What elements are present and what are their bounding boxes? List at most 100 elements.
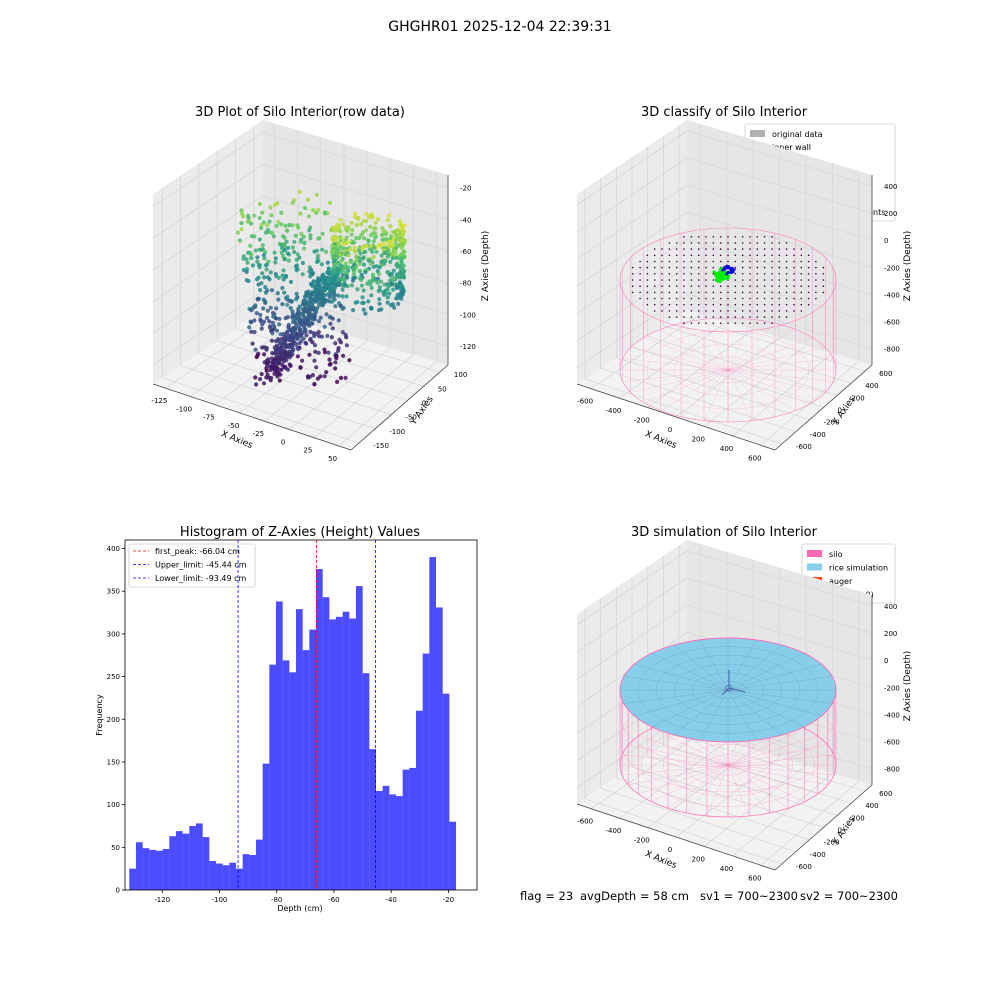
interp-point	[675, 242, 678, 244]
interp-point	[793, 285, 795, 288]
x-tick-label: -200	[634, 417, 650, 425]
interp-point	[771, 273, 773, 275]
scatter-point	[366, 239, 371, 244]
scatter-point	[326, 350, 331, 355]
interp-point	[719, 260, 722, 263]
interp-point	[785, 279, 788, 281]
interp-point	[690, 291, 693, 294]
interp-point	[807, 285, 810, 288]
histogram-bar	[316, 569, 323, 890]
interp-point	[668, 310, 671, 312]
rice-mesh-spoke	[673, 644, 729, 691]
interp-point	[719, 254, 722, 257]
scatter-point	[333, 366, 338, 371]
scatter-point	[307, 228, 312, 233]
histogram-bar	[222, 865, 230, 890]
scatter-point	[282, 235, 287, 240]
scatter-point	[269, 288, 275, 293]
interp-point	[822, 266, 825, 269]
interp-point	[771, 279, 773, 281]
silo-floor-spoke	[727, 369, 796, 411]
scatter-point	[386, 213, 391, 218]
interp-point	[807, 297, 810, 300]
histogram-bar	[175, 831, 183, 890]
interp-point	[646, 285, 649, 288]
x-grid-line	[338, 361, 437, 447]
rice-surface-point	[718, 280, 722, 284]
scatter-point	[393, 277, 398, 282]
scatter-point	[280, 273, 285, 278]
interp-point	[807, 254, 810, 257]
scatter-point	[245, 260, 250, 265]
silo-floor-spoke	[622, 764, 729, 776]
interp-point	[800, 254, 803, 257]
interp-point	[763, 310, 766, 312]
z-tick-label: -80	[460, 280, 471, 288]
scatter-point	[300, 272, 305, 277]
scatter-point	[388, 224, 393, 229]
interp-point	[653, 248, 656, 250]
noise-point	[723, 268, 726, 271]
scatter-point	[382, 250, 387, 256]
interp-point	[631, 291, 634, 294]
scatter-point	[350, 228, 355, 233]
x-tick-label: -50	[228, 422, 239, 430]
interp-point	[690, 303, 693, 306]
interp-point	[712, 266, 715, 269]
scatter-point	[333, 228, 338, 233]
interp-point	[727, 260, 729, 263]
silo-floor-spoke	[727, 369, 826, 393]
scatter-point	[324, 312, 329, 317]
scatter-point	[361, 288, 366, 293]
interp-point	[727, 236, 729, 238]
z-grid-line	[576, 157, 873, 233]
scatter-point	[329, 249, 335, 254]
interp-point	[741, 297, 744, 300]
scatter-point	[394, 285, 399, 290]
scatter-point	[362, 250, 367, 255]
y-grid-line	[616, 357, 810, 420]
scatter-point	[272, 371, 277, 376]
rice-mesh-spoke	[699, 639, 729, 691]
silo-floor-spoke	[727, 744, 828, 766]
x-tick-label: -600	[577, 818, 593, 826]
scatter-point	[281, 277, 286, 282]
silo-floor-spoke	[667, 764, 729, 809]
scatter-point	[306, 375, 311, 380]
interp-point	[661, 303, 663, 306]
interp-point	[653, 260, 656, 263]
scatter-point	[254, 354, 259, 360]
scatter-point	[274, 306, 279, 311]
interp-point	[719, 303, 722, 306]
scatter-point	[260, 345, 265, 350]
interp-point	[749, 291, 751, 294]
scatter-point	[359, 277, 364, 282]
silo-floor-spoke	[727, 329, 796, 371]
scatter-point	[330, 299, 335, 304]
y-tick-label: -600	[796, 863, 812, 871]
scatter-point	[379, 279, 384, 284]
silo-floor-spoke	[628, 744, 729, 766]
interp-point	[756, 285, 759, 288]
interp-point	[697, 254, 700, 257]
footer-avg-depth: avgDepth = 58 cm	[580, 889, 689, 903]
interp-point	[785, 285, 788, 288]
scatter-point	[252, 318, 257, 323]
scatter-point	[340, 268, 345, 274]
scatter-point	[341, 241, 346, 247]
interp-point	[749, 297, 751, 300]
interp-point	[734, 254, 737, 257]
interp-point	[763, 316, 766, 318]
z-tick-label: -120	[460, 343, 476, 351]
histogram-bar	[376, 790, 383, 890]
interp-point	[763, 266, 766, 269]
footer-flag: flag = 23	[520, 889, 573, 903]
scatter-point	[379, 253, 384, 258]
scatter-point	[255, 297, 260, 302]
silo-floor-spoke	[727, 337, 813, 371]
y-grid-line	[647, 756, 838, 816]
interp-point	[771, 254, 773, 257]
interp-point	[807, 291, 810, 294]
scatter-point	[375, 280, 380, 285]
interp-point	[822, 273, 825, 275]
